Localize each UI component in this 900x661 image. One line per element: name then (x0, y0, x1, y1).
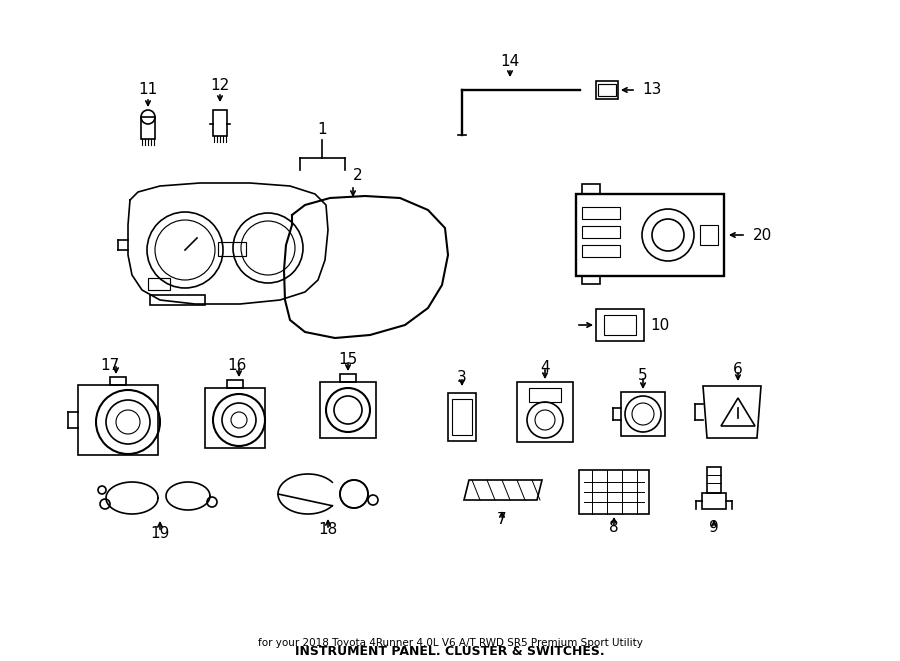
Bar (110, 377, 126, 385)
Text: 17: 17 (101, 358, 120, 373)
Text: INSTRUMENT PANEL. CLUSTER & SWITCHES.: INSTRUMENT PANEL. CLUSTER & SWITCHES. (295, 645, 605, 658)
Text: 7: 7 (497, 512, 507, 527)
Bar (529, 388, 561, 402)
Text: 16: 16 (228, 358, 247, 373)
Bar (582, 276, 600, 284)
Bar (78, 385, 158, 455)
Text: 6: 6 (734, 362, 742, 377)
Bar (582, 245, 620, 257)
Text: 2: 2 (353, 167, 363, 182)
Text: 19: 19 (150, 525, 170, 541)
Bar (218, 242, 246, 256)
Bar (227, 380, 243, 388)
Bar (582, 184, 600, 194)
Bar (598, 84, 616, 96)
Text: for your 2018 Toyota 4Runner 4.0L V6 A/T RWD SR5 Premium Sport Utility: for your 2018 Toyota 4Runner 4.0L V6 A/T… (257, 638, 643, 648)
Bar (517, 382, 573, 442)
Bar (621, 392, 665, 436)
Text: 18: 18 (319, 522, 338, 537)
Text: 13: 13 (643, 83, 662, 98)
Bar (340, 374, 356, 382)
Text: 1: 1 (317, 122, 327, 137)
Bar (320, 382, 376, 438)
Bar (596, 309, 644, 341)
Bar (582, 226, 620, 238)
Bar (707, 467, 721, 493)
Text: 3: 3 (457, 369, 467, 385)
Bar (205, 388, 265, 448)
Text: 8: 8 (609, 520, 619, 535)
Text: 15: 15 (338, 352, 357, 368)
Text: 11: 11 (139, 83, 158, 98)
Bar (700, 225, 718, 245)
Bar (604, 315, 636, 335)
Bar (579, 470, 649, 514)
Text: 10: 10 (651, 317, 670, 332)
Bar (596, 81, 618, 99)
Bar (452, 399, 472, 435)
Bar (582, 207, 620, 219)
Text: 14: 14 (500, 54, 519, 69)
Text: 5: 5 (638, 368, 648, 383)
Text: 20: 20 (752, 227, 771, 243)
Bar (148, 278, 170, 290)
Bar (448, 393, 476, 441)
Bar (141, 117, 155, 139)
Text: 12: 12 (211, 77, 230, 93)
Bar (150, 295, 205, 305)
Text: 9: 9 (709, 520, 719, 535)
Bar (702, 493, 726, 509)
Text: 4: 4 (540, 360, 550, 375)
Bar (576, 194, 724, 276)
Bar (213, 110, 227, 136)
